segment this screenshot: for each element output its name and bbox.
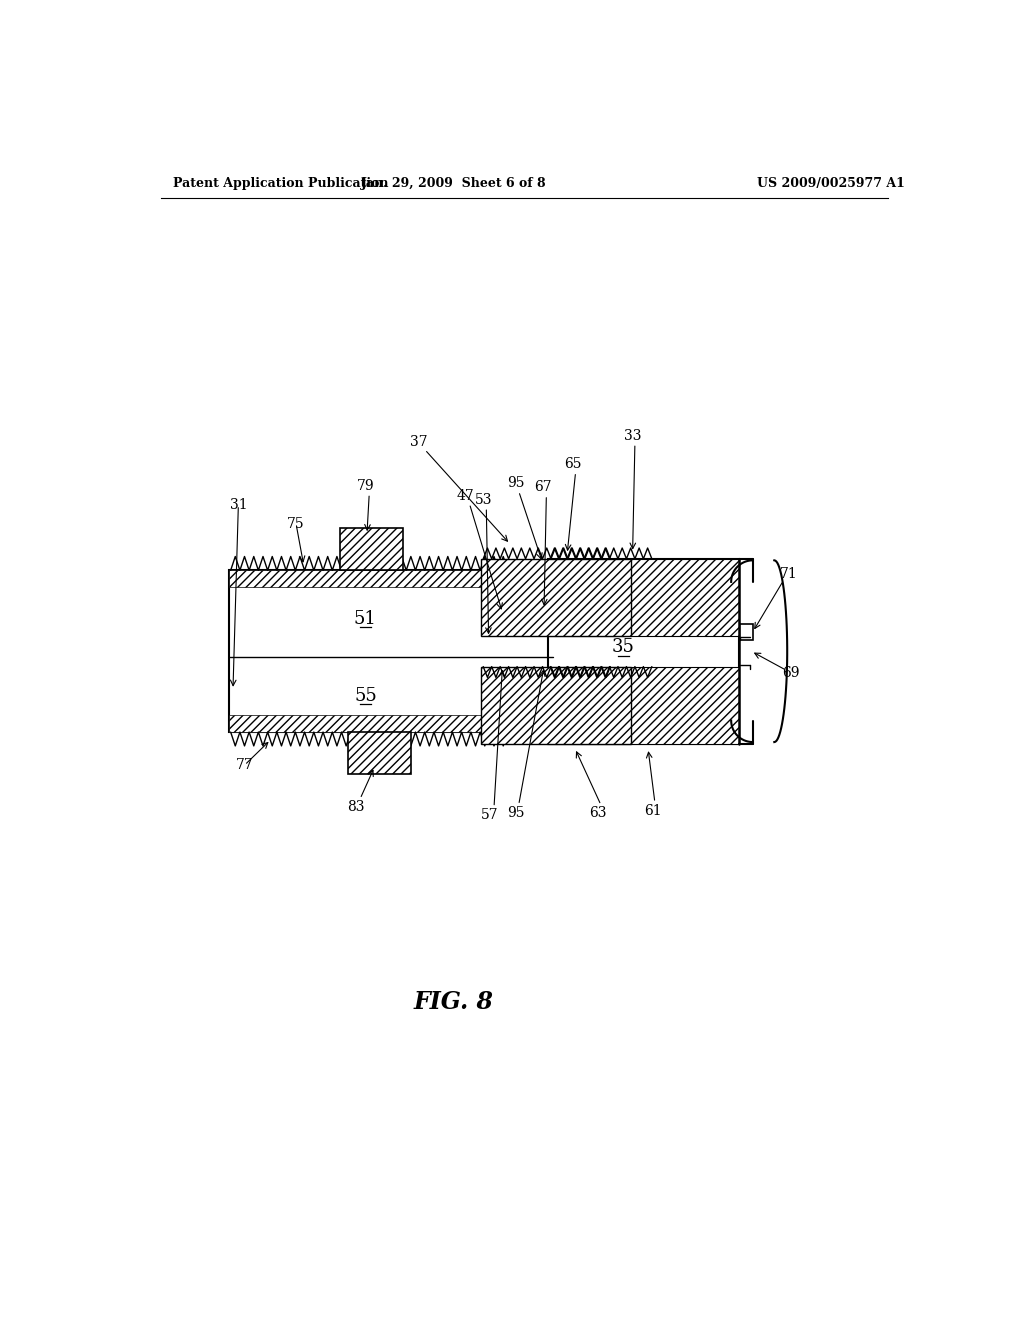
Bar bbox=[229, 570, 553, 733]
Text: 65: 65 bbox=[564, 457, 582, 471]
Text: Jan. 29, 2009  Sheet 6 of 8: Jan. 29, 2009 Sheet 6 of 8 bbox=[361, 177, 547, 190]
Text: 95: 95 bbox=[508, 477, 525, 490]
Bar bbox=[548, 667, 739, 743]
Text: 57: 57 bbox=[481, 808, 499, 822]
Text: 61: 61 bbox=[644, 804, 662, 817]
Text: 47: 47 bbox=[457, 488, 474, 503]
Text: 51: 51 bbox=[354, 610, 377, 628]
Bar bbox=[740, 624, 753, 640]
Bar bbox=[348, 733, 411, 775]
Text: 77: 77 bbox=[236, 758, 253, 772]
Bar bbox=[229, 570, 553, 587]
Bar bbox=[548, 558, 739, 636]
Text: FIG. 8: FIG. 8 bbox=[414, 990, 494, 1014]
Text: 35: 35 bbox=[612, 639, 635, 656]
Text: Patent Application Publication: Patent Application Publication bbox=[173, 177, 388, 190]
Text: 79: 79 bbox=[356, 479, 374, 492]
Text: 55: 55 bbox=[354, 686, 377, 705]
Bar bbox=[229, 715, 553, 733]
Text: 31: 31 bbox=[229, 498, 247, 512]
Text: US 2009/0025977 A1: US 2009/0025977 A1 bbox=[758, 177, 905, 190]
Text: 69: 69 bbox=[782, 665, 800, 680]
Text: 83: 83 bbox=[347, 800, 365, 813]
Text: 63: 63 bbox=[589, 807, 606, 820]
Text: 75: 75 bbox=[288, 517, 305, 531]
Text: 67: 67 bbox=[535, 480, 552, 494]
Text: 95: 95 bbox=[507, 807, 524, 820]
Bar bbox=[548, 558, 739, 743]
Bar bbox=[481, 558, 631, 636]
Text: 71: 71 bbox=[780, 568, 798, 581]
Text: 37: 37 bbox=[411, 434, 428, 449]
Text: 33: 33 bbox=[624, 429, 641, 442]
Bar bbox=[481, 667, 631, 743]
Text: 53: 53 bbox=[474, 492, 492, 507]
Bar bbox=[340, 528, 403, 570]
